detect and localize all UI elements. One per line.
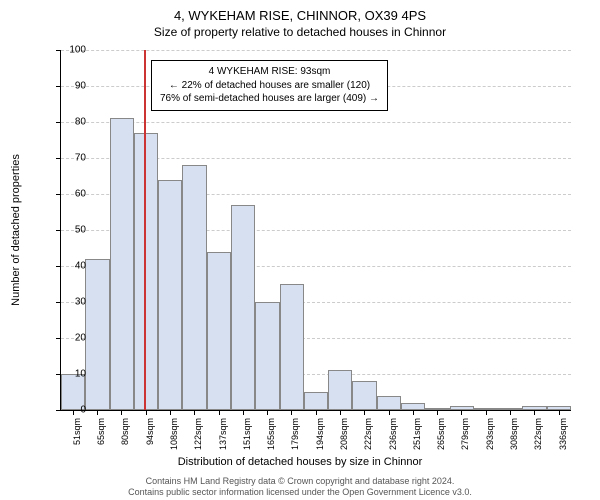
histogram-bar (304, 392, 328, 410)
x-tick-label: 251sqm (412, 418, 422, 458)
x-tick-mark (364, 410, 365, 415)
grid-line (61, 122, 571, 123)
x-tick-mark (243, 410, 244, 415)
y-tick-label: 40 (56, 261, 86, 272)
x-tick-mark (194, 410, 195, 415)
x-tick-label: 51sqm (72, 418, 82, 458)
x-tick-mark (413, 410, 414, 415)
x-tick-mark (340, 410, 341, 415)
x-tick-label: 80sqm (120, 418, 130, 458)
histogram-bar (182, 165, 206, 410)
histogram-bar (280, 284, 304, 410)
x-tick-label: 94sqm (145, 418, 155, 458)
x-tick-mark (316, 410, 317, 415)
histogram-bar (231, 205, 255, 410)
x-tick-label: 208sqm (339, 418, 349, 458)
x-tick-label: 137sqm (218, 418, 228, 458)
x-tick-mark (534, 410, 535, 415)
x-tick-label: 151sqm (242, 418, 252, 458)
y-tick-label: 0 (56, 405, 86, 416)
info-line-2: ← 22% of detached houses are smaller (12… (160, 79, 379, 93)
y-tick-label: 30 (56, 297, 86, 308)
x-tick-mark (121, 410, 122, 415)
histogram-bar (255, 302, 279, 410)
info-line-3: 76% of semi-detached houses are larger (… (160, 92, 379, 106)
footer-line-1: Contains HM Land Registry data © Crown c… (0, 476, 600, 487)
histogram-bar (401, 403, 425, 410)
histogram-bar (352, 381, 376, 410)
y-tick-label: 100 (56, 45, 86, 56)
x-tick-mark (146, 410, 147, 415)
info-box: 4 WYKEHAM RISE: 93sqm ← 22% of detached … (151, 60, 388, 111)
y-tick-label: 80 (56, 117, 86, 128)
y-tick-label: 90 (56, 81, 86, 92)
x-tick-label: 165sqm (266, 418, 276, 458)
y-axis-label: Number of detached properties (10, 154, 22, 306)
y-tick-label: 70 (56, 153, 86, 164)
grid-line (61, 50, 571, 51)
x-tick-mark (170, 410, 171, 415)
info-line-1: 4 WYKEHAM RISE: 93sqm (160, 65, 379, 79)
x-tick-mark (219, 410, 220, 415)
y-tick-label: 50 (56, 225, 86, 236)
x-tick-label: 194sqm (315, 418, 325, 458)
histogram-bar (377, 396, 401, 410)
x-tick-label: 179sqm (290, 418, 300, 458)
chart-container: 4, WYKEHAM RISE, CHINNOR, OX39 4PS Size … (0, 0, 600, 500)
y-tick-label: 20 (56, 333, 86, 344)
x-tick-mark (267, 410, 268, 415)
x-tick-label: 236sqm (388, 418, 398, 458)
histogram-bar (328, 370, 352, 410)
x-tick-label: 279sqm (460, 418, 470, 458)
x-tick-mark (510, 410, 511, 415)
x-tick-label: 293sqm (485, 418, 495, 458)
footer-attribution: Contains HM Land Registry data © Crown c… (0, 476, 600, 498)
histogram-bar (110, 118, 134, 410)
histogram-bar (207, 252, 231, 410)
x-tick-label: 108sqm (169, 418, 179, 458)
x-tick-mark (389, 410, 390, 415)
y-tick-label: 60 (56, 189, 86, 200)
x-tick-mark (291, 410, 292, 415)
x-tick-label: 65sqm (96, 418, 106, 458)
plot-area: 4 WYKEHAM RISE: 93sqm ← 22% of detached … (60, 50, 571, 411)
footer-line-2: Contains public sector information licen… (0, 487, 600, 498)
histogram-bar (85, 259, 109, 410)
x-tick-mark (486, 410, 487, 415)
marker-line (144, 50, 146, 410)
chart-title-main: 4, WYKEHAM RISE, CHINNOR, OX39 4PS (0, 0, 600, 23)
x-tick-mark (559, 410, 560, 415)
y-tick-label: 10 (56, 369, 86, 380)
x-tick-label: 308sqm (509, 418, 519, 458)
histogram-bar (158, 180, 182, 410)
chart-title-sub: Size of property relative to detached ho… (0, 23, 600, 39)
x-tick-mark (461, 410, 462, 415)
x-tick-label: 322sqm (533, 418, 543, 458)
x-tick-label: 265sqm (436, 418, 446, 458)
x-tick-label: 122sqm (193, 418, 203, 458)
x-tick-mark (97, 410, 98, 415)
x-tick-label: 336sqm (558, 418, 568, 458)
x-tick-mark (437, 410, 438, 415)
x-tick-label: 222sqm (363, 418, 373, 458)
